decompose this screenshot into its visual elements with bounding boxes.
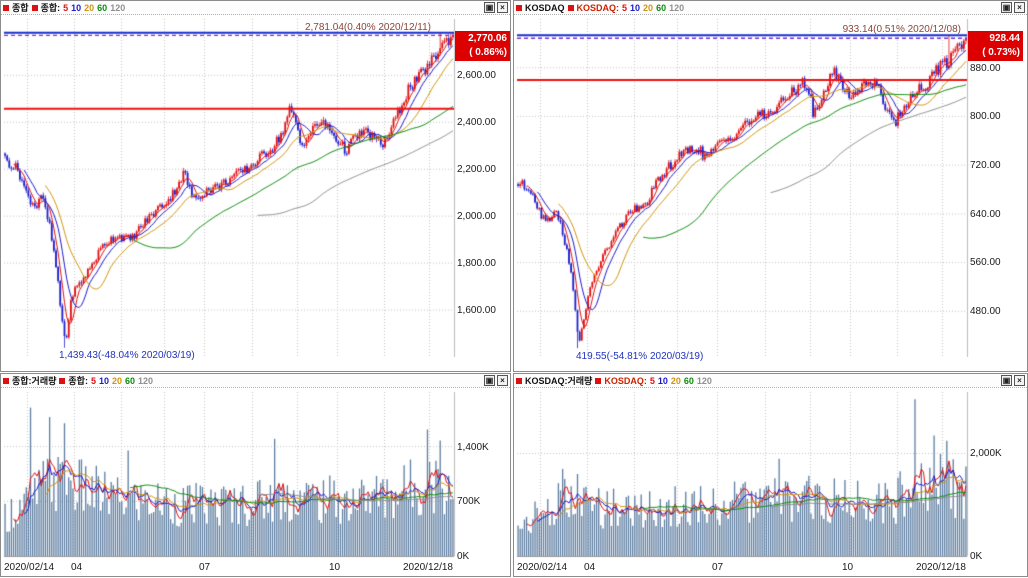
current-price: 2,770.06 — [468, 33, 507, 44]
x-axis-label: 10 — [329, 562, 341, 573]
window-controls: ▣ × — [1001, 2, 1025, 13]
ma-legend-label: KOSDAQ: — [576, 2, 620, 13]
ma20-period-label: 20 — [112, 375, 123, 386]
close-button[interactable]: × — [497, 375, 508, 386]
ma10-period-label: 10 — [98, 375, 109, 386]
y-axis-label: 0K — [457, 551, 470, 562]
legend-marker-icon — [59, 377, 66, 384]
x-axis-label: 2020/12/18 — [915, 562, 966, 573]
x-axis-label: 10 — [842, 562, 854, 573]
current-price-box: 928.44 ( 0.73%) — [968, 31, 1023, 61]
ma-legend-label: KOSDAQ: — [604, 375, 647, 386]
y-axis-label: 800.00 — [970, 111, 1001, 122]
low-annotation: 419.55(-54.81% 2020/03/19) — [576, 351, 704, 362]
legend-marker-icon — [595, 377, 602, 384]
y-axis-label: 0K — [970, 551, 983, 562]
y-axis-label: 2,400.00 — [457, 117, 496, 128]
panel-title: 종합:거래량 — [12, 376, 57, 386]
ma10-period-label: 10 — [71, 2, 82, 13]
ma60-period-label: 60 — [656, 2, 667, 13]
x-axis-label: 04 — [71, 562, 83, 573]
y-axis-label: 2,600.00 — [457, 70, 496, 81]
panel-title: 종합 — [12, 3, 29, 13]
current-change: ( 0.73%) — [982, 47, 1020, 58]
legend-marker-icon — [567, 4, 574, 11]
low-annotation: 1,439.43(-48.04% 2020/03/19) — [59, 350, 195, 361]
kospi-volume-header: 종합:거래량 종합: 5 10 20 60 120 ▣ × — [1, 374, 510, 388]
kospi-candlestick-chart[interactable] — [1, 15, 512, 373]
panel-title: KOSDAQ:거래량 — [525, 376, 593, 386]
ma120-period-label: 120 — [696, 375, 712, 386]
ma5-period-label: 5 — [63, 2, 69, 13]
y-axis-label: 1,600.00 — [457, 305, 496, 316]
ma5-period-label: 5 — [90, 375, 96, 386]
y-axis-label: 560.00 — [970, 257, 1001, 268]
ma20-period-label: 20 — [643, 2, 654, 13]
y-axis-label: 700K — [457, 496, 481, 507]
kosdaq-candlestick-chart[interactable] — [514, 15, 1028, 373]
y-axis-label: 1,400K — [457, 442, 489, 453]
y-axis-label: 2,000K — [970, 448, 1002, 459]
y-axis-label: 480.00 — [970, 306, 1001, 317]
kosdaq-volume-chart[interactable] — [514, 388, 1028, 578]
ma120-period-label: 120 — [669, 2, 685, 13]
window-controls: ▣ × — [1001, 375, 1025, 386]
y-axis-label: 880.00 — [970, 63, 1001, 74]
high-annotation: 933.14(0.51% 2020/12/08) — [842, 24, 961, 35]
ma60-period-label: 60 — [97, 2, 108, 13]
maximize-button[interactable]: ▣ — [1001, 2, 1012, 13]
y-axis-label: 720.00 — [970, 160, 1001, 171]
kospi-price-header: 종합 종합: 5 10 20 60 120 ▣ × — [1, 1, 510, 15]
kosdaq-volume-panel: KOSDAQ:거래량 KOSDAQ: 5 10 20 60 120 ▣ × 2,… — [513, 373, 1028, 578]
x-axis-label: 07 — [712, 562, 724, 573]
ma120-period-label: 120 — [110, 2, 126, 13]
ma120-period-label: 120 — [138, 375, 154, 386]
current-price: 928.44 — [989, 33, 1020, 44]
legend-marker-icon — [31, 4, 38, 11]
window-controls: ▣ × — [484, 375, 508, 386]
current-price-box: 2,770.06 ( 0.86%) — [455, 31, 510, 61]
series-marker-icon — [3, 4, 9, 11]
ma5-period-label: 5 — [649, 375, 655, 386]
maximize-button[interactable]: ▣ — [484, 375, 495, 386]
kosdaq-volume-header: KOSDAQ:거래량 KOSDAQ: 5 10 20 60 120 ▣ × — [514, 374, 1027, 388]
kospi-volume-panel: 종합:거래량 종합: 5 10 20 60 120 ▣ × 1,400K 700… — [0, 373, 512, 578]
maximize-button[interactable]: ▣ — [484, 2, 495, 13]
ma60-period-label: 60 — [683, 375, 694, 386]
ma10-period-label: 10 — [657, 375, 668, 386]
x-axis-label: 07 — [199, 562, 211, 573]
ma20-period-label: 20 — [84, 2, 95, 13]
current-change: ( 0.86%) — [469, 47, 507, 58]
series-marker-icon — [3, 377, 9, 384]
kospi-volume-chart[interactable] — [1, 388, 512, 578]
y-axis-label: 2,000.00 — [457, 211, 496, 222]
x-axis-label: 2020/12/18 — [402, 562, 453, 573]
maximize-button[interactable]: ▣ — [1001, 375, 1012, 386]
series-marker-icon — [516, 4, 522, 11]
series-marker-icon — [516, 377, 522, 384]
close-button[interactable]: × — [1014, 2, 1025, 13]
y-axis-label: 1,800.00 — [457, 258, 496, 269]
ma20-period-label: 20 — [670, 375, 681, 386]
kosdaq-price-header: KOSDAQ KOSDAQ: 5 10 20 60 120 ▣ × — [514, 1, 1027, 15]
ma-legend-label: 종합: — [68, 376, 88, 386]
close-button[interactable]: × — [1014, 375, 1025, 386]
panel-title: KOSDAQ — [525, 2, 565, 13]
high-annotation: 2,781.04(0.40% 2020/12/11) — [304, 22, 431, 33]
close-button[interactable]: × — [497, 2, 508, 13]
ma5-period-label: 5 — [622, 2, 628, 13]
x-axis-label: 2020/02/14 — [517, 562, 568, 573]
ma60-period-label: 60 — [125, 375, 136, 386]
x-axis-label: 04 — [584, 562, 596, 573]
window-controls: ▣ × — [484, 2, 508, 13]
ma-legend-label: 종합: — [40, 3, 61, 13]
ma10-period-label: 10 — [630, 2, 641, 13]
y-axis-label: 2,200.00 — [457, 164, 496, 175]
x-axis-label: 2020/02/14 — [4, 562, 55, 573]
y-axis-label: 640.00 — [970, 209, 1001, 220]
kosdaq-price-panel: KOSDAQ KOSDAQ: 5 10 20 60 120 ▣ × 880.00… — [513, 0, 1028, 373]
kospi-price-panel: 종합 종합: 5 10 20 60 120 ▣ × 2,600.00 2,400… — [0, 0, 512, 373]
